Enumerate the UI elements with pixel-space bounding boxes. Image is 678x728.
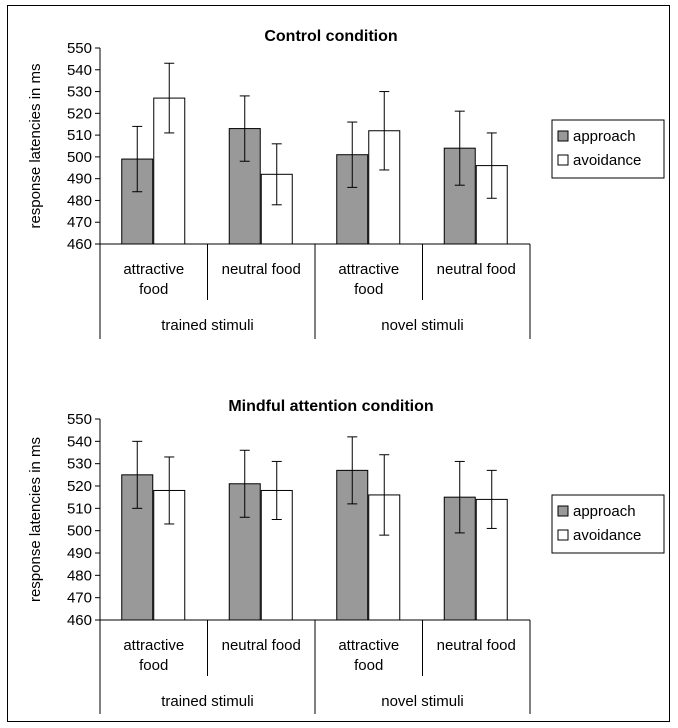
chart1-title: Mindful attention condition xyxy=(228,398,433,415)
chart0-y-tick-label: 530 xyxy=(67,84,92,101)
chart0-legend-swatch-approach xyxy=(557,130,569,142)
chart1-y-tick-label: 530 xyxy=(67,456,92,473)
chart1-y-tick-label: 550 xyxy=(67,411,92,428)
chart1-y-tick-label: 490 xyxy=(67,545,92,562)
chart0-y-tick-label: 510 xyxy=(67,127,92,144)
chart1-group-label: trained stimuli xyxy=(161,693,254,710)
chart1-y-axis-label: response latencies in ms xyxy=(27,437,44,602)
chart1-legend-label-avoidance: avoidance xyxy=(573,527,641,544)
chart1-legend xyxy=(551,494,665,554)
chart1-y-tick-label: 500 xyxy=(67,523,92,540)
chart0-category-label: neutral food xyxy=(437,261,516,278)
chart0-y-axis-label: response latencies in ms xyxy=(27,63,44,228)
chart1-category-label: neutral food xyxy=(437,637,516,654)
chart0-y-tick-label: 550 xyxy=(67,40,92,57)
chart0-category-label: attractive food xyxy=(123,261,184,298)
chart0-y-tick-label: 540 xyxy=(67,62,92,79)
chart0-y-tick-label: 500 xyxy=(67,149,92,166)
chart1-y-tick-label: 520 xyxy=(67,478,92,495)
chart0-title: Control condition xyxy=(264,28,397,45)
chart1-category-label: neutral food xyxy=(222,637,301,654)
chart1-y-tick-label: 460 xyxy=(67,612,92,629)
chart0-y-tick-label: 520 xyxy=(67,105,92,122)
chart0-y-tick-label: 460 xyxy=(67,236,92,253)
chart0-legend-label-approach: approach xyxy=(573,128,636,145)
chart1-category-label: attractive food xyxy=(338,637,399,674)
chart0-y-tick-label: 480 xyxy=(67,192,92,209)
chart0-group-label: novel stimuli xyxy=(381,317,464,334)
chart1-legend-swatch-avoidance xyxy=(557,529,569,541)
chart0-group-label: trained stimuli xyxy=(161,317,254,334)
chart1-y-tick-label: 480 xyxy=(67,567,92,584)
chart0-legend-label-avoidance: avoidance xyxy=(573,152,641,169)
chart1-legend-swatch-approach xyxy=(557,505,569,517)
chart1-bar-avoidance xyxy=(368,494,401,621)
chart1-y-tick-label: 540 xyxy=(67,433,92,450)
chart0-legend xyxy=(551,119,665,179)
chart1-category-label: attractive food xyxy=(123,637,184,674)
chart0-legend-swatch-avoidance xyxy=(557,154,569,166)
chart1-legend-label-approach: approach xyxy=(573,503,636,520)
chart0-bar-approach xyxy=(121,158,154,245)
chart0-y-tick-label: 490 xyxy=(67,171,92,188)
chart0-category-label: neutral food xyxy=(222,261,301,278)
chart0-category-label: attractive food xyxy=(338,261,399,298)
chart1-y-tick-label: 470 xyxy=(67,590,92,607)
chart0-y-tick-label: 470 xyxy=(67,214,92,231)
chart1-group-label: novel stimuli xyxy=(381,693,464,710)
chart1-y-tick-label: 510 xyxy=(67,500,92,517)
